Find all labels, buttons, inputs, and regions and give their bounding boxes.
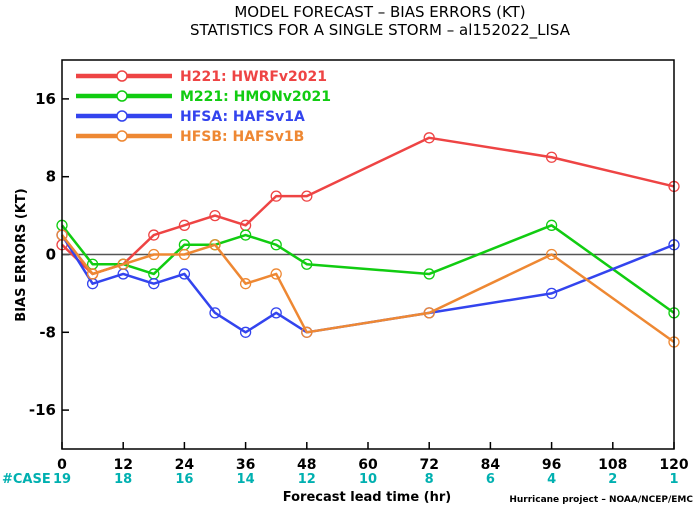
case-count: 8: [425, 472, 434, 487]
series-group: [56, 132, 680, 348]
x-tick-label: 48: [297, 457, 316, 473]
case-count: 6: [486, 472, 495, 487]
legend: H221: HWRFv2021 M221: HMONv2021 HFSA: HAFS…: [76, 69, 331, 145]
legend-marker: [116, 130, 128, 142]
data-point: [86, 268, 99, 280]
data-point: [178, 219, 191, 231]
case-count: 19: [53, 472, 71, 487]
legend-label: M221: HMONv2021: [180, 89, 331, 105]
footer-credit: Hurricane project – NOAA/NCEP/EMC: [509, 495, 693, 505]
x-tick-label: 108: [598, 457, 627, 473]
data-point: [545, 219, 558, 231]
series-hfsb: [56, 229, 680, 348]
legend-item-hfsa: HFSA: HAFSv1A: [76, 109, 305, 125]
data-point: [239, 326, 252, 338]
legend-marker: [116, 70, 128, 82]
y-tick-label: 16: [35, 90, 56, 108]
case-count: 16: [175, 472, 193, 487]
series-hfsa: [56, 229, 680, 338]
y-tick-label: 8: [46, 168, 56, 186]
data-point: [301, 258, 313, 270]
legend-item-h221: H221: HWRFv2021: [76, 69, 327, 85]
x-tick-label: 96: [542, 457, 561, 473]
x-axis-ticks: 0 12 24 36 48 60 72 84 96 108 120: [57, 442, 689, 473]
series-h221: [56, 132, 680, 280]
case-row-label: #CASE: [2, 472, 51, 487]
legend-label: H221: HWRFv2021: [180, 69, 327, 85]
x-tick-label: 12: [113, 457, 132, 473]
y-tick-label: -8: [39, 323, 56, 341]
data-point: [423, 307, 435, 319]
case-count: 10: [359, 472, 377, 487]
data-point: [117, 258, 129, 270]
plot-frame: [61, 59, 675, 450]
data-point: [301, 326, 313, 338]
data-point: [270, 239, 282, 251]
x-tick-label: 60: [358, 457, 378, 473]
data-point: [270, 307, 282, 319]
data-point: [209, 239, 221, 251]
chart-subtitle: STATISTICS FOR A SINGLE STORM – al152022…: [190, 21, 571, 40]
data-point: [148, 248, 160, 261]
case-count: 1: [669, 472, 678, 487]
data-point: [545, 248, 558, 261]
x-tick-label: 84: [481, 457, 501, 473]
x-tick-label: 120: [659, 457, 688, 473]
case-count: 12: [298, 472, 316, 487]
data-point: [423, 268, 435, 280]
data-point: [239, 229, 252, 241]
data-point: [209, 307, 221, 319]
data-point: [178, 248, 191, 261]
case-count: 18: [114, 472, 132, 487]
data-point: [270, 190, 282, 202]
y-tick-label: 0: [46, 246, 56, 264]
x-tick-label: 24: [175, 457, 195, 473]
data-point: [545, 287, 558, 300]
x-tick-label: 72: [419, 457, 438, 473]
data-point: [209, 209, 221, 222]
legend-marker: [116, 90, 128, 102]
legend-label: HFSB: HAFSv1B: [180, 129, 304, 145]
x-tick-label: 36: [236, 457, 255, 473]
y-axis-title: BIAS ERRORS (KT): [14, 188, 29, 321]
data-point: [270, 268, 282, 280]
data-point: [178, 268, 191, 280]
legend-item-hfsb: HFSB: HAFSv1B: [76, 129, 304, 145]
data-point: [423, 132, 435, 144]
legend-label: HFSA: HAFSv1A: [180, 109, 305, 125]
series-m221: [56, 219, 680, 319]
y-tick-label: -16: [29, 401, 56, 419]
data-point: [239, 278, 252, 290]
data-point: [148, 278, 160, 290]
legend-item-m221: M221: HMONv2021: [76, 89, 331, 105]
x-tick-label: 0: [57, 457, 67, 473]
data-point: [545, 151, 558, 163]
x-axis-title: Forecast lead time (hr): [283, 490, 451, 505]
legend-marker: [116, 110, 128, 122]
case-count: 4: [547, 472, 556, 487]
case-count-row: #CASE 19 18 16 14 12 10 8 6 4 2 1: [2, 472, 679, 487]
chart-title: MODEL FORECAST – BIAS ERRORS (KT): [234, 3, 525, 21]
case-count: 14: [237, 472, 255, 487]
data-point: [301, 190, 313, 202]
data-point: [148, 229, 160, 241]
case-count: 2: [608, 472, 617, 487]
y-axis-ticks: -16 -8 0 8 16: [29, 90, 69, 419]
